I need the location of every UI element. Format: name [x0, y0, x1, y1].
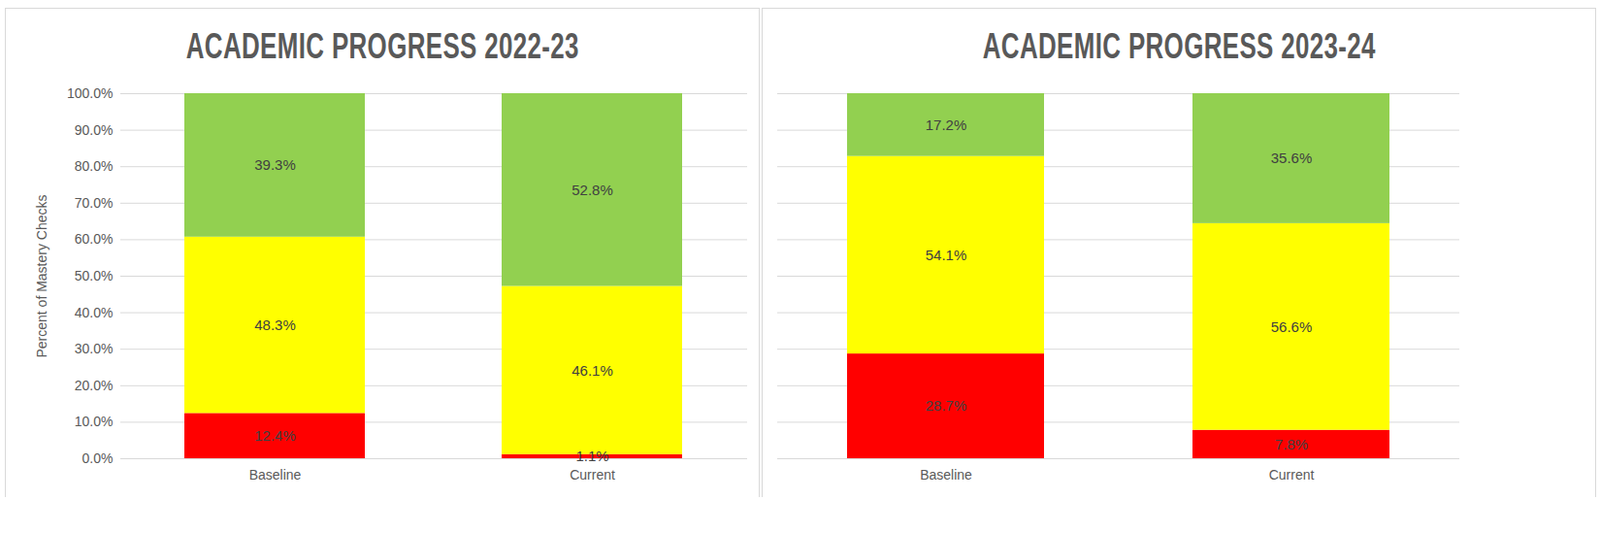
svg-text:Percent of Mastery Checks: Percent of Mastery Checks: [33, 194, 50, 358]
svg-text:Current: Current: [1269, 466, 1315, 483]
svg-text:1.1%: 1.1%: [575, 447, 609, 464]
svg-text:7.8%: 7.8%: [1274, 435, 1308, 453]
svg-text:35.6%: 35.6%: [1271, 149, 1313, 166]
svg-text:40.0%: 40.0%: [74, 304, 114, 321]
svg-text:Baseline: Baseline: [919, 466, 973, 483]
svg-text:39.3%: 39.3%: [254, 156, 296, 173]
svg-text:60.0%: 60.0%: [74, 230, 114, 247]
html-text:ACADEMIC PROGRESS 2022-23: ACADEMIC PROGRESS 2022-23: [185, 26, 579, 66]
svg-text:48.3%: 48.3%: [254, 316, 296, 333]
svg-text:90.0%: 90.0%: [74, 122, 114, 138]
svg-text:20.0%: 20.0%: [74, 377, 114, 393]
svg-text:0.0%: 0.0%: [82, 450, 114, 466]
svg-text:70.0%: 70.0%: [74, 195, 114, 211]
svg-text:12.4%: 12.4%: [254, 426, 296, 444]
html-text:ACADEMIC PROGRESS 2023-24: ACADEMIC PROGRESS 2023-24: [982, 26, 1376, 66]
svg-text:80.0%: 80.0%: [74, 158, 114, 174]
svg-text:56.6%: 56.6%: [1271, 318, 1313, 335]
svg-text:17.2%: 17.2%: [925, 116, 968, 133]
svg-text:52.8%: 52.8%: [571, 181, 614, 198]
svg-text:54.1%: 54.1%: [925, 246, 968, 263]
svg-text:10.0%: 10.0%: [74, 413, 114, 429]
svg-text:100.0%: 100.0%: [66, 85, 113, 101]
svg-text:46.1%: 46.1%: [571, 360, 614, 378]
svg-text:50.0%: 50.0%: [74, 267, 114, 284]
svg-text:Baseline: Baseline: [249, 466, 302, 483]
svg-text:30.0%: 30.0%: [74, 340, 114, 357]
svg-text:28.7%: 28.7%: [925, 396, 968, 414]
svg-text:Current: Current: [569, 466, 616, 483]
